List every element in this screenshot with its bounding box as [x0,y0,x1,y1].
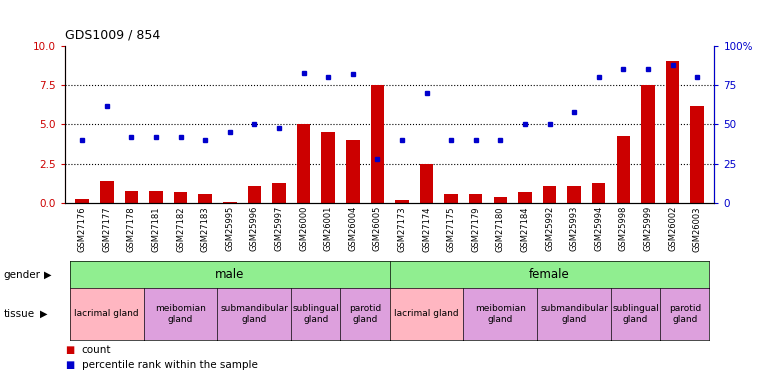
Bar [100,181,114,203]
Bar [149,190,163,203]
Bar [419,164,433,203]
Text: tissue: tissue [4,309,35,319]
Bar [371,85,384,203]
Bar [346,140,360,203]
Bar [296,124,310,203]
Text: gender: gender [4,270,40,279]
Bar [223,202,237,203]
Text: ▶: ▶ [44,270,52,279]
Bar [445,194,458,203]
Bar [76,198,89,203]
Bar [199,194,212,203]
Bar [469,194,483,203]
Text: parotid
gland: parotid gland [668,304,701,324]
Bar [494,197,507,203]
Text: lacrimal gland: lacrimal gland [74,309,139,318]
Bar [272,183,286,203]
Bar [248,186,261,203]
Bar [665,62,679,203]
Bar [322,132,335,203]
Bar [125,190,138,203]
Text: meibomian
gland: meibomian gland [475,304,526,324]
Text: male: male [215,268,244,281]
Bar [542,186,556,203]
Text: count: count [82,345,112,355]
Text: ▶: ▶ [40,309,47,319]
Text: percentile rank within the sample: percentile rank within the sample [82,360,257,370]
Text: sublingual
gland: sublingual gland [293,304,339,324]
Text: submandibular
gland: submandibular gland [220,304,288,324]
Bar [173,192,187,203]
Text: lacrimal gland: lacrimal gland [394,309,459,318]
Text: GDS1009 / 854: GDS1009 / 854 [65,29,160,42]
Bar [617,135,630,203]
Text: parotid
gland: parotid gland [349,304,381,324]
Bar [691,106,704,203]
Bar [592,183,606,203]
Bar [641,85,655,203]
Text: submandibular
gland: submandibular gland [540,304,608,324]
Text: meibomian
gland: meibomian gland [155,304,206,324]
Text: sublingual
gland: sublingual gland [612,304,659,324]
Bar [395,200,409,203]
Bar [518,192,532,203]
Text: female: female [529,268,570,281]
Text: ■: ■ [65,360,74,370]
Text: ■: ■ [65,345,74,355]
Bar [568,186,581,203]
